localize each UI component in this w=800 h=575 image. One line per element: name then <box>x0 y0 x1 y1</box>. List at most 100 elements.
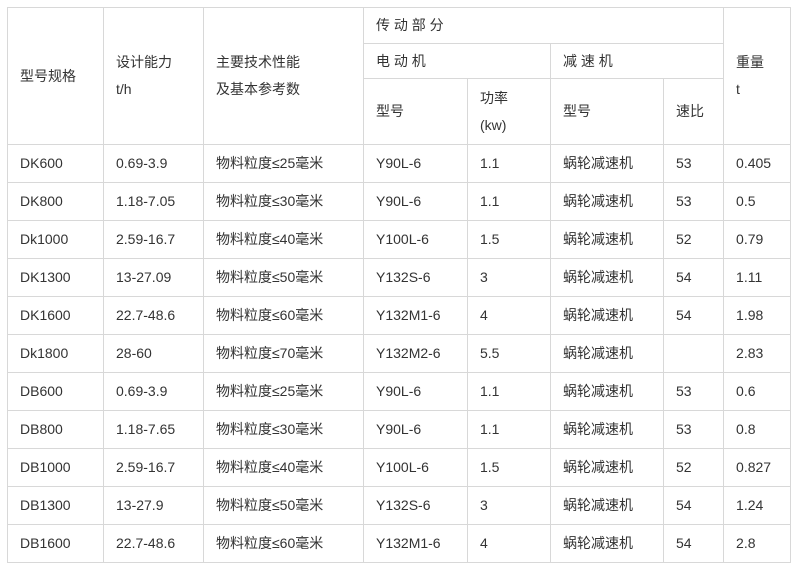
table-cell: Y100L-6 <box>363 220 468 259</box>
table-cell: 蜗轮减速机 <box>550 258 664 297</box>
table-cell: 物料粒度≤25毫米 <box>203 372 364 411</box>
header-row-1: 型号规格 设计能力 t/h 主要技术性能 及基本参考数 传 动 部 分 重量 t <box>7 7 792 145</box>
table-row: DK600 0.69-3.9 物料粒度≤25毫米 Y90L-6 1.1 蜗轮减速机 53 0.… <box>7 144 792 183</box>
table-cell: 1.1 <box>467 144 551 183</box>
table-cell: 1.18-7.05 <box>103 182 204 221</box>
table-cell: 2.59-16.7 <box>103 220 204 259</box>
table-cell: 1.24 <box>723 486 792 525</box>
table-cell: Y132S-6 <box>363 258 468 297</box>
header-row-3: 型号 功率 (kw) 型号 速比 <box>8 78 791 145</box>
table-cell: DB1600 <box>7 524 104 563</box>
table-cell: 0.6 <box>723 372 792 411</box>
table-cell: 3 <box>467 258 551 297</box>
table-cell: 1.1 <box>467 372 551 411</box>
table-cell: 蜗轮减速机 <box>550 524 664 563</box>
table-cell: 2.59-16.7 <box>103 448 204 487</box>
table-cell: Dk1000 <box>7 220 104 259</box>
spec-table: 型号规格 设计能力 t/h 主要技术性能 及基本参考数 传 动 部 分 重量 t… <box>7 7 792 563</box>
table-cell: 1.5 <box>467 448 551 487</box>
table-cell: Y90L-6 <box>363 144 468 183</box>
header-motor-model: 型号 <box>363 78 468 145</box>
table-cell: 物料粒度≤25毫米 <box>203 144 364 183</box>
header-tech-performance: 主要技术性能 及基本参考数 <box>203 7 364 145</box>
table-row: Dk1000 2.59-16.7 物料粒度≤40毫米 Y100L-6 1.5 蜗轮减速机 5… <box>7 220 792 259</box>
table-cell: 13-27.09 <box>103 258 204 297</box>
table-cell: DK1600 <box>7 296 104 335</box>
table-cell: 0.5 <box>723 182 792 221</box>
table-cell: 物料粒度≤60毫米 <box>203 524 364 563</box>
table-row: DK1600 22.7-48.6 物料粒度≤60毫米 Y132M1-6 4 蜗轮减速机 54… <box>7 296 792 335</box>
table-cell <box>662 334 725 373</box>
header-weight: 重量 t <box>723 7 792 145</box>
table-cell: DB600 <box>7 372 104 411</box>
table-cell: DB800 <box>7 410 104 449</box>
table-cell: DB1300 <box>7 486 104 525</box>
table-cell: 0.827 <box>723 448 792 487</box>
table-cell: 物料粒度≤40毫米 <box>203 220 364 259</box>
table-cell: 0.79 <box>723 220 792 259</box>
table-cell: 蜗轮减速机 <box>550 220 664 259</box>
table-cell: 蜗轮减速机 <box>550 372 664 411</box>
table-body: DK600 0.69-3.9 物料粒度≤25毫米 Y90L-6 1.1 蜗轮减速机 53 0.… <box>7 144 792 563</box>
table-cell: DK800 <box>7 182 104 221</box>
table-row: DB800 1.18-7.65 物料粒度≤30毫米 Y90L-6 1.1 蜗轮减速机 53 0… <box>7 410 792 449</box>
table-cell: Y132M2-6 <box>363 334 468 373</box>
table-cell: 1.18-7.65 <box>103 410 204 449</box>
table-cell: 物料粒度≤60毫米 <box>203 296 364 335</box>
table-cell: DB1000 <box>7 448 104 487</box>
table-cell: 物料粒度≤40毫米 <box>203 448 364 487</box>
table-cell: 蜗轮减速机 <box>550 334 664 373</box>
table-cell: Y132M1-6 <box>363 524 468 563</box>
table-cell: Y90L-6 <box>363 372 468 411</box>
table-cell: Y90L-6 <box>363 182 468 221</box>
table-cell: 蜗轮减速机 <box>550 144 664 183</box>
table-cell: 28-60 <box>103 334 204 373</box>
table-cell: 物料粒度≤50毫米 <box>203 486 364 525</box>
table-cell: 13-27.9 <box>103 486 204 525</box>
table-cell: 54 <box>662 486 725 525</box>
table-cell: 53 <box>662 372 725 411</box>
table-cell: Y132S-6 <box>363 486 468 525</box>
table-cell: DK1300 <box>7 258 104 297</box>
table-cell: DK600 <box>7 144 104 183</box>
table-cell: 54 <box>662 524 725 563</box>
header-transmission-group: 传 动 部 分 <box>362 7 725 44</box>
table-cell: 52 <box>662 448 725 487</box>
table-cell: Y132M1-6 <box>363 296 468 335</box>
table-row: DB1600 22.7-48.6 物料粒度≤60毫米 Y132M1-6 4 蜗轮减速机 54… <box>7 524 792 563</box>
table-cell: 0.405 <box>723 144 792 183</box>
table-cell: 0.69-3.9 <box>103 372 204 411</box>
table-cell: 1.11 <box>723 258 792 297</box>
table-cell: 52 <box>662 220 725 259</box>
table-cell: 蜗轮减速机 <box>550 448 664 487</box>
table-row: Dk1800 28-60 物料粒度≤70毫米 Y132M2-6 5.5 蜗轮减速机 2.83 <box>7 334 792 373</box>
table-cell: 1.1 <box>467 182 551 221</box>
table-cell: 53 <box>662 144 725 183</box>
table-cell: 0.69-3.9 <box>103 144 204 183</box>
table-cell: 3 <box>467 486 551 525</box>
header-reducer-group: 减 速 机 <box>549 43 725 79</box>
table-cell: Dk1800 <box>7 334 104 373</box>
table-cell: 53 <box>662 410 725 449</box>
table-cell: 4 <box>467 524 551 563</box>
table-cell: 1.1 <box>467 410 551 449</box>
header-speed-ratio: 速比 <box>662 78 725 145</box>
table-cell: 2.8 <box>723 524 792 563</box>
table-cell: 1.5 <box>467 220 551 259</box>
table-cell: 54 <box>662 296 725 335</box>
table-cell: 1.98 <box>723 296 792 335</box>
table-row: DK1300 13-27.09 物料粒度≤50毫米 Y132S-6 3 蜗轮减速机 54 1.… <box>7 258 792 297</box>
table-cell: 54 <box>662 258 725 297</box>
table-cell: 蜗轮减速机 <box>550 296 664 335</box>
header-model-spec: 型号规格 <box>7 7 104 145</box>
header-motor-power: 功率 (kw) <box>467 78 551 145</box>
table-header: 型号规格 设计能力 t/h 主要技术性能 及基本参考数 传 动 部 分 重量 t… <box>7 7 792 145</box>
table-cell: Y90L-6 <box>363 410 468 449</box>
table-row: DB1000 2.59-16.7 物料粒度≤40毫米 Y100L-6 1.5 蜗轮减速机 5… <box>7 448 792 487</box>
table-cell: 蜗轮减速机 <box>550 182 664 221</box>
table-cell: 22.7-48.6 <box>103 524 204 563</box>
table-cell: 蜗轮减速机 <box>550 486 664 525</box>
table-cell: 0.8 <box>723 410 792 449</box>
table-cell: 22.7-48.6 <box>103 296 204 335</box>
table-cell: 4 <box>467 296 551 335</box>
